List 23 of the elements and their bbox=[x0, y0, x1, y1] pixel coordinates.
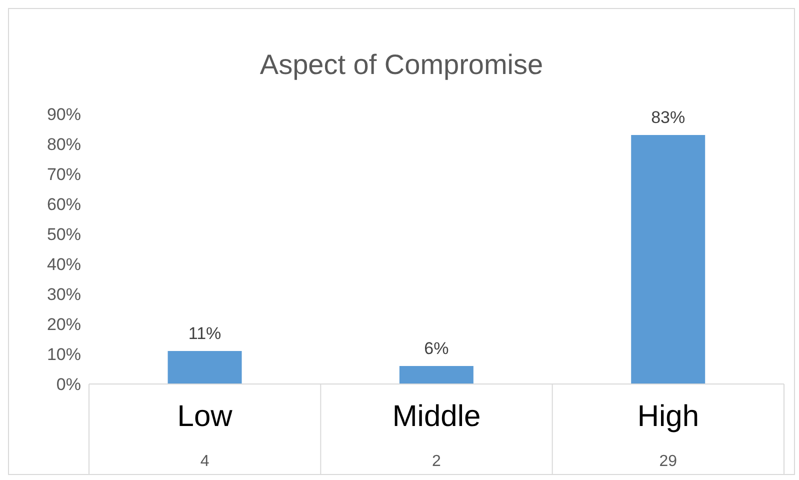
data-label: 6% bbox=[424, 339, 449, 358]
text: 4 bbox=[200, 453, 210, 470]
y-tick-label: 70% bbox=[46, 165, 81, 184]
text: 29 bbox=[659, 453, 678, 470]
y-tick-label: 30% bbox=[46, 285, 81, 304]
x-tick-label: High bbox=[637, 400, 700, 433]
y-tick-label: 80% bbox=[46, 135, 81, 154]
y-tick-label: 20% bbox=[46, 315, 81, 334]
y-tick-label: 60% bbox=[46, 195, 81, 214]
x-tick-label: Middle bbox=[392, 400, 481, 433]
y-tick-label: 0% bbox=[56, 375, 81, 394]
x-tick-label: Low bbox=[177, 400, 233, 433]
chart-title: Aspect of Compromise bbox=[258, 49, 544, 81]
data-label: 83% bbox=[651, 108, 686, 127]
bar bbox=[631, 135, 706, 384]
y-tick-label: 10% bbox=[46, 345, 81, 364]
text: 2 bbox=[432, 453, 442, 470]
y-tick-label: 50% bbox=[46, 225, 81, 244]
data-label: 11% bbox=[188, 324, 222, 343]
y-tick-label: 90% bbox=[46, 105, 81, 124]
y-tick-label: 40% bbox=[46, 255, 81, 274]
bar bbox=[399, 366, 474, 384]
bar bbox=[168, 351, 242, 384]
